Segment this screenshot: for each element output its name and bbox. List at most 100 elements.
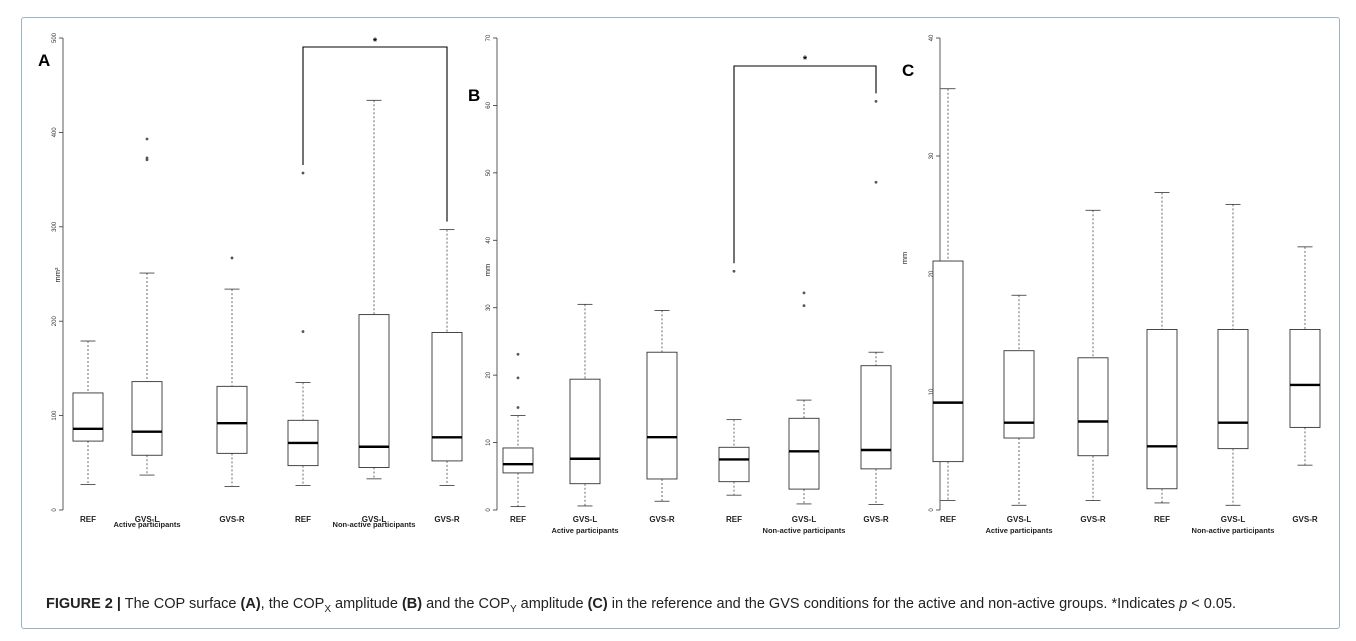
panel-b-group-label: Non-active participants <box>763 526 846 535</box>
panel-b-outlier-point <box>732 269 736 273</box>
caption-text: and the COP <box>422 596 510 612</box>
caption-text: (B) <box>401 596 423 612</box>
panel-b-y-tick-label: 10 <box>486 439 492 446</box>
panel-b-label: B <box>468 86 480 105</box>
panel-b-outlier-point <box>874 180 878 184</box>
panel-b-x-tick-label: REF <box>726 515 742 524</box>
panel-b-y-tick-label: 50 <box>486 169 492 176</box>
panel-b-y-tick-label: 70 <box>486 34 492 41</box>
panel-b-y-tick-label: 20 <box>486 371 492 378</box>
panel-b-outlier-point <box>802 291 806 295</box>
panel-a-group-label: Active participants <box>113 520 180 529</box>
panel-a-outlier-point <box>301 330 305 333</box>
panel-c-y-tick-label: 40 <box>929 34 935 41</box>
panel-a-x-tick-label: GVS-L <box>362 515 387 524</box>
caption-text: , the COP <box>260 596 325 612</box>
caption-text: amplitude <box>516 596 588 612</box>
panel-a-box <box>431 332 463 462</box>
panel-a-x-tick-label: REF <box>295 515 311 524</box>
panel-b-x-tick-label: GVS-L <box>792 515 817 524</box>
panel-c-label: C <box>902 61 914 80</box>
panel-a-x-tick-label: GVS-R <box>434 515 460 524</box>
panel-c-box <box>1146 329 1178 490</box>
caption-text: amplitude <box>331 596 402 612</box>
panel-a-label: A <box>38 51 50 70</box>
panel-a-box <box>131 381 163 456</box>
panel-c-x-tick-label: GVS-L <box>1007 515 1032 524</box>
panel-c-box <box>1003 350 1035 439</box>
caption-text: (A) <box>240 596 261 612</box>
panel-a-y-label: mm² <box>53 267 62 282</box>
panel-c-box <box>1217 329 1249 450</box>
panel-a-outlier-point <box>145 156 149 160</box>
panel-a-box <box>72 392 104 442</box>
panel-b-box <box>569 378 601 485</box>
panel-a-box <box>216 385 248 454</box>
panel-b-box <box>860 365 892 470</box>
panel-c-x-tick-label: GVS-R <box>1292 515 1318 524</box>
caption-text: X <box>324 603 332 615</box>
panel-b-outlier-point <box>516 406 520 409</box>
caption-text: p <box>1179 596 1188 612</box>
panel-b-x-tick-label: GVS-R <box>863 515 889 524</box>
panel-b-y-tick-label: 60 <box>486 101 492 108</box>
panel-b-outlier-point <box>516 352 520 356</box>
panel-c-group-label: Non-active participants <box>1192 526 1275 535</box>
panel-c-y-label: mm <box>900 252 909 265</box>
panel-a-outlier-point <box>301 171 305 175</box>
panel-c-y-tick-label: 0 <box>929 508 935 512</box>
panel-a-box <box>358 314 390 468</box>
caption-text: Y <box>509 603 517 615</box>
panel-a-group-label: Non-active participants <box>333 520 416 529</box>
panel-c-x-tick-label: GVS-L <box>1221 515 1246 524</box>
panel-a-x-tick-label: GVS-R <box>219 515 245 524</box>
panel-b-y-tick-label: 0 <box>486 508 492 512</box>
panel-b-x-tick-label: REF <box>510 515 526 524</box>
panel-b-y-label: mm <box>483 264 492 277</box>
panel-c-y-tick-label: 20 <box>929 270 935 277</box>
panel-a-significance-bracket <box>302 46 448 222</box>
panel-a-outlier-point <box>230 256 234 260</box>
panel-a-y-tick-label: 100 <box>52 410 58 421</box>
panel-b-box <box>718 446 750 483</box>
panel-b-outlier-point <box>802 304 806 308</box>
panel-b-significance-star: * <box>803 54 808 66</box>
panel-a-outlier-point <box>145 137 149 141</box>
figure-frame <box>21 17 1340 629</box>
panel-c-group-label: Active participants <box>985 526 1052 535</box>
panel-b-x-tick-label: GVS-L <box>573 515 598 524</box>
panel-a-y-tick-label: 400 <box>52 127 58 138</box>
panel-a-significance-star: * <box>373 36 378 48</box>
panel-c-box <box>932 260 964 463</box>
panel-b-y-tick-label: 30 <box>486 304 492 311</box>
panel-a-y-tick-label: 500 <box>52 32 58 43</box>
panel-c-x-tick-label: GVS-R <box>1080 515 1106 524</box>
caption-text: The COP surface <box>120 596 241 612</box>
panel-b-x-tick-label: GVS-R <box>649 515 675 524</box>
panel-b-y-tick-label: 40 <box>486 236 492 243</box>
panel-b-box <box>646 351 678 480</box>
panel-b-box <box>502 447 534 474</box>
panel-b-group-label: Active participants <box>551 526 618 535</box>
panel-b-outlier-point <box>874 99 878 103</box>
panel-c-x-tick-label: REF <box>940 515 956 524</box>
panel-a-y-tick-label: 0 <box>52 508 58 512</box>
panel-b-box <box>788 417 820 490</box>
panel-c-x-tick-label: REF <box>1154 515 1170 524</box>
panel-c-y-tick-label: 30 <box>929 152 935 159</box>
panel-b-outlier-point <box>516 376 520 380</box>
panel-c-box <box>1077 357 1109 457</box>
panel-a-y-tick-label: 200 <box>52 316 58 327</box>
panel-a-x-tick-label: REF <box>80 515 96 524</box>
figure-caption: FIGURE 2 | The COP surface (A), the COPX… <box>46 594 1316 620</box>
caption-figure-label: FIGURE 2 | <box>46 596 121 612</box>
panel-a-x-tick-label: GVS-L <box>135 515 160 524</box>
panel-b-significance-bracket <box>733 65 877 264</box>
caption-text: < 0.05. <box>1187 596 1237 612</box>
panel-a-y-tick-label: 300 <box>52 221 58 232</box>
caption-text: (C) <box>587 596 608 612</box>
panel-c-box <box>1289 329 1321 428</box>
panel-c-y-tick-label: 10 <box>929 388 935 395</box>
caption-text: in the reference and the GVS conditions … <box>607 596 1180 612</box>
